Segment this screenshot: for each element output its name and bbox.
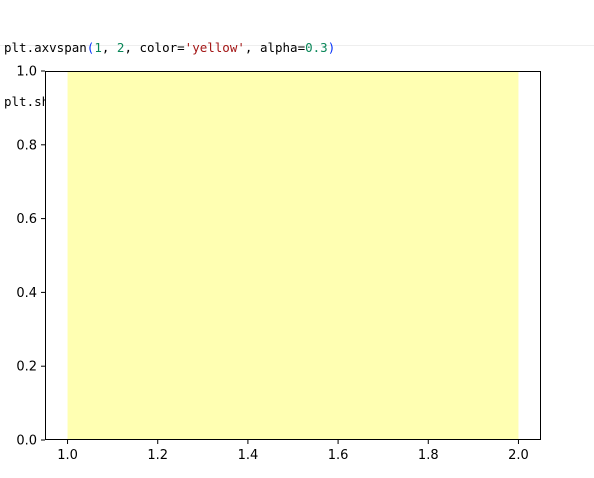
- code-alpha-kw: , alpha=: [244, 40, 306, 55]
- x-tick-label: 2.0: [508, 448, 529, 463]
- code-open-paren: (: [86, 40, 95, 55]
- y-tick-label: 0.4: [16, 286, 37, 301]
- code-cell[interactable]: plt.axvspan(1, 2, color='yellow', alpha=…: [0, 0, 594, 109]
- code-color-kw: , color=: [124, 40, 185, 55]
- y-tick-label: 0.2: [16, 360, 37, 375]
- x-tick-label: 1.4: [238, 448, 259, 463]
- code-color-string: 'yellow': [184, 40, 245, 55]
- x-tick-label: 1.0: [57, 448, 78, 463]
- y-tick-label: 0.8: [16, 138, 37, 153]
- code-close-paren: ): [327, 40, 336, 55]
- y-tick-label: 0.6: [16, 212, 37, 227]
- code-arg-start: 1: [94, 40, 102, 55]
- y-tick-label: 0.0: [16, 434, 37, 449]
- code-separator: ,: [101, 40, 117, 55]
- y-tick-label: 1.0: [16, 65, 37, 80]
- x-tick-label: 1.6: [328, 448, 349, 463]
- cell-output: 1.0 1.2 1.4 1.6 1.8 2.0 0.0 0.2 0.4 0.6 0.8 1.0: [0, 47, 594, 478]
- plot-area: [45, 71, 541, 440]
- y-axis: 0.0 0.2 0.4 0.6 0.8 1.0: [16, 65, 45, 449]
- code-arg-end: 2: [116, 40, 125, 55]
- axes-frame: [45, 71, 541, 440]
- code-line-axvspan: plt.axvspan(1, 2, color='yellow', alpha=…: [4, 39, 590, 57]
- x-axis: 1.0 1.2 1.4 1.6 1.8 2.0: [57, 440, 529, 463]
- code-function: plt.axvspan: [4, 40, 87, 55]
- axvspan-chart: 1.0 1.2 1.4 1.6 1.8 2.0 0.0 0.2 0.4 0.6 0.8 1.0: [16, 65, 541, 463]
- x-tick-label: 1.8: [418, 448, 439, 463]
- axvspan-region: [67, 72, 519, 440]
- code-alpha-value: 0.3: [305, 40, 328, 55]
- x-tick-label: 1.2: [147, 448, 168, 463]
